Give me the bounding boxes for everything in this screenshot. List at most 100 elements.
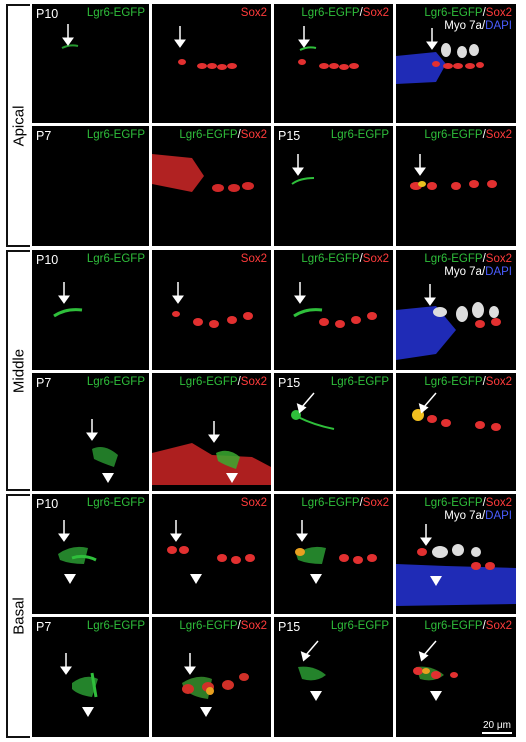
micrograph-image (413, 640, 458, 701)
channel-label-merge: Lgr6-EGFP/Sox2 (424, 376, 512, 388)
arrowhead-icon (226, 473, 238, 483)
panel-basal-p10-merge: Lgr6-EGFP/Sox2 (274, 494, 393, 614)
channel-label-merge: Lgr6-EGFP/Sox2 (179, 129, 267, 141)
panel-middle-p10-sox2: Sox2 (152, 250, 271, 370)
arrow-icon (414, 154, 426, 176)
arrow-icon (172, 282, 184, 304)
micrograph-image (298, 640, 326, 701)
channel-label-egfp: Lgr6-EGFP (330, 376, 389, 388)
panel-apical-p10-full: Lgr6-EGFP/Sox2 Myo 7a/DAPI (396, 4, 516, 123)
channel-label-merge: Lgr6-EGFP/Sox2 (301, 253, 389, 265)
section-middle: Middle (6, 250, 30, 491)
panel-basal-p7-egfp: P7 Lgr6-EGFP (32, 617, 149, 737)
arrow-icon (300, 640, 319, 662)
channel-label-merge: Lgr6-EGFP/Sox2 (301, 497, 389, 509)
channel-label-egfp: Lgr6-EGFP (86, 7, 145, 19)
arrow-icon (292, 154, 304, 176)
panel-middle-p7-egfp: P7 Lgr6-EGFP (32, 373, 149, 491)
channel-label-merge: Lgr6-EGFP/Sox2 (424, 7, 512, 19)
micrograph-image (174, 26, 237, 70)
age-label: P15 (278, 620, 301, 634)
age-label: P15 (278, 129, 301, 143)
age-label: P10 (36, 497, 59, 511)
arrowhead-icon (64, 574, 76, 584)
micrograph-image (86, 419, 118, 483)
arrow-icon (62, 24, 74, 46)
arrowhead-icon (430, 691, 442, 701)
channel-label-egfp: Lgr6-EGFP (330, 129, 389, 141)
scale-bar-line (482, 732, 512, 734)
micrograph-image (60, 653, 98, 717)
arrowhead-icon (310, 574, 322, 584)
section-label-middle: Middle (10, 348, 28, 393)
micrograph-image (182, 653, 249, 717)
micrograph-image (172, 282, 253, 328)
micrograph-image (53, 282, 83, 318)
arrow-icon (208, 421, 220, 443)
micrograph-image (61, 24, 79, 49)
arrowhead-icon (190, 574, 202, 584)
arrow-icon (296, 520, 308, 542)
panel-basal-p10-sox2: Sox2 (152, 494, 271, 614)
age-label: P7 (36, 376, 52, 390)
arrow-icon (420, 524, 432, 546)
micrograph-image (152, 154, 254, 192)
age-label: P10 (36, 7, 59, 21)
channel-label-sox2: Sox2 (240, 253, 267, 265)
channel-label-egfp: Lgr6-EGFP (86, 129, 145, 141)
arrow-icon (426, 28, 438, 50)
arrow-icon (296, 392, 315, 414)
channel-label-myo-dapi: Myo 7a/DAPI (444, 510, 512, 522)
arrowhead-icon (82, 707, 94, 717)
micrograph-image (396, 28, 484, 84)
section-label-apical: Apical (10, 105, 28, 146)
panel-apical-p7-egfp: P7 Lgr6-EGFP (32, 126, 149, 246)
panel-middle-p10-merge: Lgr6-EGFP/Sox2 (274, 250, 393, 370)
micrograph-image (412, 392, 501, 431)
panel-middle-p7-merge: Lgr6-EGFP/Sox2 (152, 373, 271, 491)
micrograph-image (396, 284, 501, 360)
arrow-icon (294, 282, 306, 304)
panel-middle-p10-full: Lgr6-EGFP/Sox2 Myo 7a/DAPI (396, 250, 516, 370)
panel-apical-p10-sox2: Sox2 (152, 4, 271, 123)
scale-bar: 20 μm (482, 720, 512, 734)
channel-label-myo-dapi: Myo 7a/DAPI (444, 266, 512, 278)
panel-basal-p15-egfp: P15 Lgr6-EGFP (274, 617, 393, 737)
panel-apical-p10-egfp: P10 Lgr6-EGFP (32, 4, 149, 123)
arrow-icon (184, 653, 196, 675)
arrow-icon (174, 26, 186, 48)
channel-label-egfp: Lgr6-EGFP (86, 253, 145, 265)
arrow-icon (58, 520, 70, 542)
micrograph-image (58, 520, 97, 584)
arrow-icon (170, 520, 182, 542)
channel-label-merge: Lgr6-EGFP/Sox2 (424, 620, 512, 632)
arrow-icon (298, 26, 310, 48)
micrograph-image (396, 524, 516, 606)
age-label: P7 (36, 129, 52, 143)
channel-label-merge: Lgr6-EGFP/Sox2 (424, 253, 512, 265)
micrograph-image (298, 26, 359, 70)
age-label: P10 (36, 253, 59, 267)
arrow-icon (58, 282, 70, 304)
arrowhead-icon (200, 707, 212, 717)
panel-apical-p15-merge: Lgr6-EGFP/Sox2 (396, 126, 516, 246)
channel-label-egfp: Lgr6-EGFP (86, 620, 145, 632)
channel-label-merge: Lgr6-EGFP/Sox2 (424, 497, 512, 509)
micrograph-image (291, 154, 315, 185)
channel-label-egfp: Lgr6-EGFP (330, 620, 389, 632)
micrograph-image (167, 520, 255, 584)
arrow-icon (418, 640, 437, 662)
channel-label-egfp: Lgr6-EGFP (86, 497, 145, 509)
section-apical: Apical (6, 4, 30, 247)
arrow-icon (86, 419, 98, 441)
panel-basal-p10-egfp: P10 Lgr6-EGFP (32, 494, 149, 614)
arrowhead-icon (430, 576, 442, 586)
age-label: P15 (278, 376, 301, 390)
channel-label-merge: Lgr6-EGFP/Sox2 (179, 620, 267, 632)
micrograph-image (293, 282, 377, 328)
arrowhead-icon (310, 691, 322, 701)
arrowhead-icon (102, 473, 114, 483)
panel-apical-p15-egfp: P15 Lgr6-EGFP (274, 126, 393, 246)
panel-middle-p15-egfp: P15 Lgr6-EGFP (274, 373, 393, 491)
channel-label-egfp: Lgr6-EGFP (86, 376, 145, 388)
